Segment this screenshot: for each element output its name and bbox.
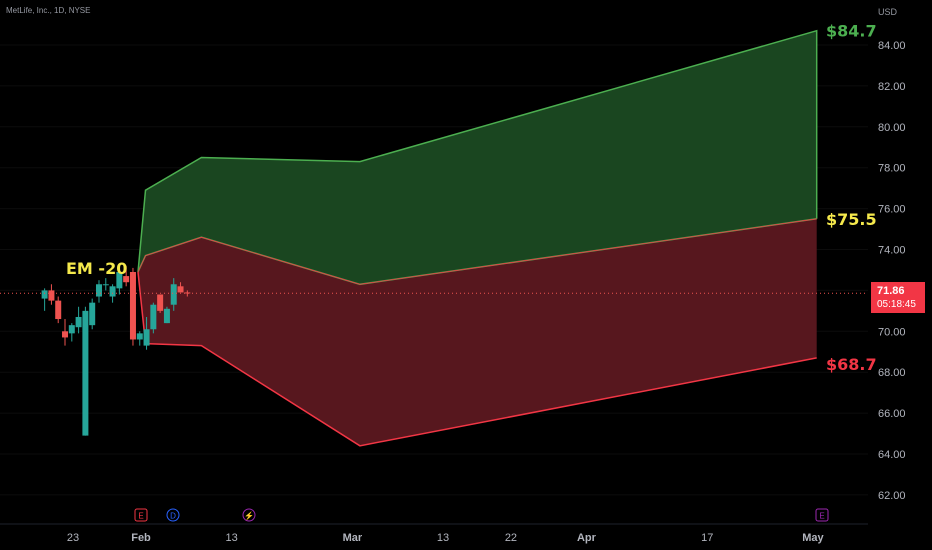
time-axis: 23 Feb 13 Mar 13 22 Apr 17 May (0, 523, 868, 544)
event-marker-icon (242, 508, 256, 522)
time-tick-label: May (802, 532, 824, 544)
label-high: $84.7 (826, 22, 877, 41)
candle-body (143, 329, 150, 346)
candle-body (123, 276, 130, 283)
candle (82, 306, 89, 436)
price-tick-label: 62.00 (878, 490, 906, 502)
candle-body (177, 286, 184, 293)
candle-body (62, 331, 69, 338)
lower-band-area (138, 218, 817, 446)
event-marker-label: E (819, 512, 824, 521)
candle (184, 290, 191, 297)
last-price: 71.86 (877, 285, 905, 297)
candle (48, 284, 55, 305)
candle (62, 319, 69, 346)
candle-body (184, 292, 191, 294)
candle (89, 298, 96, 330)
event-marker-icon (815, 508, 829, 522)
event-marker-label: ⚡ (244, 511, 254, 521)
price-tick-label: 84.00 (878, 40, 906, 52)
candle-body (41, 290, 48, 299)
candle (136, 331, 143, 346)
candle-body (163, 308, 170, 324)
candle (143, 316, 150, 350)
candle (95, 280, 102, 303)
lower-band-line (137, 271, 817, 447)
price-tick-label: 68.00 (878, 367, 906, 379)
candle-body (129, 271, 136, 340)
time-tick-label: Mar (343, 532, 363, 544)
time-tick-label: 13 (225, 532, 237, 544)
candle-body (157, 294, 164, 311)
price-tick-label: 80.00 (878, 122, 906, 134)
price-axis: 62.0064.0066.0068.0070.0072.0074.0076.00… (878, 40, 906, 502)
price-tick-label: 70.00 (878, 326, 906, 338)
price-tick-label: 76.00 (878, 204, 906, 216)
event-marker-icon (166, 508, 180, 522)
price-tick-label: 64.00 (878, 449, 906, 461)
candle (150, 302, 157, 334)
price-tick-label: 74.00 (878, 245, 906, 257)
time-tick-label: Feb (131, 532, 151, 544)
candle (41, 288, 48, 311)
label-low: $68.7 (826, 355, 877, 374)
price-tick-label: 78.00 (878, 163, 906, 175)
time-tick-label: 22 (505, 532, 517, 544)
candlestick-series (41, 265, 191, 436)
candle-body (48, 290, 55, 301)
candle-body (102, 284, 109, 286)
expected-move-bands (137, 29, 818, 447)
time-tick-label: 17 (701, 532, 713, 544)
event-markers: E D ⚡ E (134, 508, 829, 522)
price-badge: 71.86 05:18:45 (871, 282, 925, 313)
candle (129, 267, 136, 346)
candle-body (95, 284, 102, 297)
candle (123, 265, 130, 287)
candle-body (136, 333, 143, 340)
candle (102, 278, 109, 291)
event-marker[interactable]: ⚡ (242, 508, 256, 522)
event-marker[interactable]: E (134, 508, 148, 522)
currency-label: USD (878, 7, 898, 17)
em-label: EM -20 (66, 259, 127, 278)
label-mid: $75.5 (826, 210, 877, 229)
candle (116, 269, 123, 295)
time-tick-label: 13 (437, 532, 449, 544)
upper-band-area (138, 30, 817, 285)
candle-body (109, 286, 116, 297)
candle (163, 306, 170, 324)
time-tick-label: 23 (67, 532, 79, 544)
mid-band-line-red (137, 218, 817, 285)
candle (75, 306, 82, 334)
band-labels: $84.7 $75.5 $68.7 EM -20 (66, 22, 877, 374)
event-marker-label: E (138, 512, 143, 521)
candle (177, 282, 184, 293)
price-tick-label: 82.00 (878, 81, 906, 93)
event-marker[interactable]: E (815, 508, 829, 522)
candle (68, 323, 75, 342)
time-tick-label: Apr (577, 532, 597, 544)
candle-body (68, 325, 75, 334)
candle-body (116, 271, 123, 289)
candle-body (150, 304, 157, 330)
candle-body (89, 302, 96, 326)
event-marker-label: D (170, 512, 176, 521)
candle (170, 278, 177, 311)
candle-body (55, 300, 62, 320)
candle-body (170, 284, 177, 305)
candle-body (82, 310, 89, 436)
upper-band-line (137, 29, 818, 273)
price-tick-label: 66.00 (878, 408, 906, 420)
event-marker[interactable]: D (166, 508, 180, 522)
bar-countdown: 05:18:45 (877, 299, 916, 310)
candle (157, 294, 164, 313)
candle (55, 296, 62, 324)
symbol-title: MetLife, Inc., 1D, NYSE (6, 6, 91, 15)
event-marker-icon (134, 508, 148, 522)
candle-body (75, 316, 82, 328)
